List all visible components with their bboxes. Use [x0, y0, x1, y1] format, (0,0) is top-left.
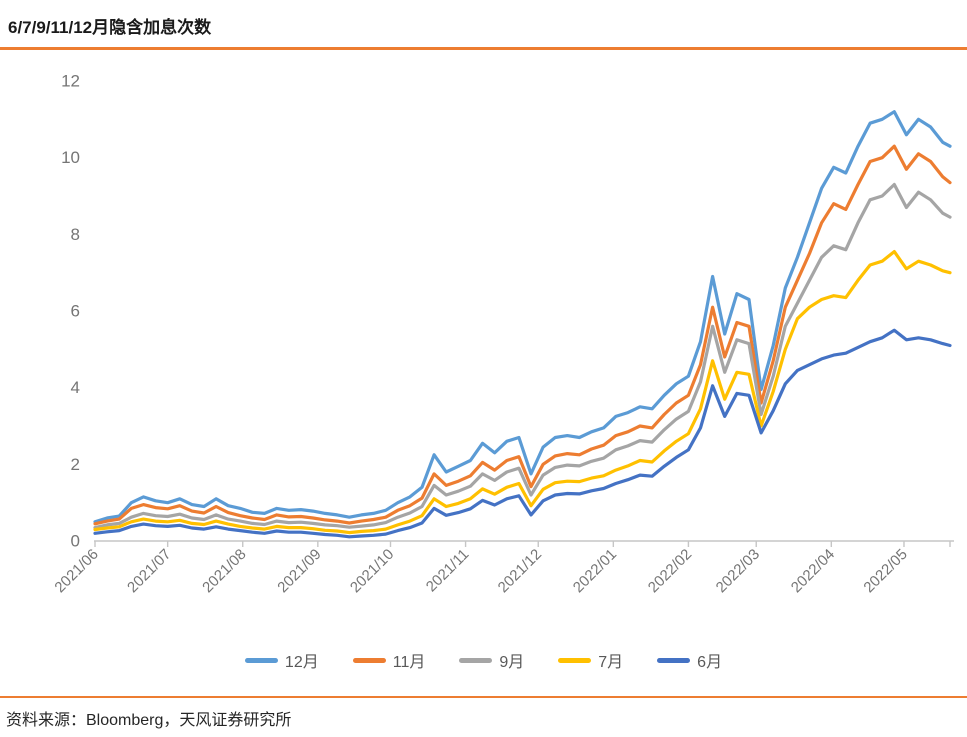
x-tick-label: 2021/12 [495, 546, 545, 596]
legend-swatch-sep [459, 657, 493, 663]
legend-item-dec: 12月 [244, 648, 319, 672]
series-line-7月 [93, 250, 952, 535]
legend-swatch-jul [558, 657, 592, 663]
title-divider [0, 47, 967, 50]
x-tick-label: 2021/10 [347, 546, 397, 596]
x-tick-label: 2022/04 [788, 546, 838, 596]
y-tick-label: 8 [71, 225, 80, 244]
chart-legend: 12月 11月 9月 7月 6月 [0, 640, 967, 680]
y-tick-label: 2 [71, 455, 80, 474]
legend-item-sep: 9月 [459, 648, 524, 672]
y-tick-label: 4 [71, 378, 80, 397]
series-line-12月 [93, 110, 952, 524]
series-line-9月 [93, 182, 952, 530]
x-tick-label: 2022/01 [570, 546, 620, 596]
source-text: 资料来源：Bloomberg，天风证券研究所 [6, 712, 292, 729]
chart-area: 0 2 4 6 8 10 12 2021/06 2021/07 2021/08 2021/09 202… [0, 50, 967, 640]
y-tick-label: 0 [71, 532, 80, 551]
x-tick-label: 2022/03 [713, 546, 763, 596]
legend-label-nov: 11月 [392, 654, 426, 671]
x-tick-label: 2021/07 [124, 546, 174, 596]
y-tick-label: 10 [61, 148, 80, 167]
source-footer: 资料来源：Bloomberg，天风证券研究所 [0, 696, 967, 737]
y-tick-label: 6 [71, 302, 80, 321]
legend-label-jul: 7月 [598, 654, 624, 671]
x-tick-label: 2021/08 [199, 546, 249, 596]
chart-title: 6/7/9/11/12月隐含加息次数 [8, 18, 212, 37]
legend-label-dec: 12月 [284, 654, 319, 671]
legend-label-jun: 6月 [697, 654, 723, 671]
legend-swatch-nov [352, 657, 386, 663]
line-chart-svg: 0 2 4 6 8 10 12 2021/06 2021/07 2021/08 2021/09 202… [51, 72, 954, 596]
y-tick-label: 12 [61, 72, 80, 91]
legend-item-nov: 11月 [352, 648, 426, 672]
x-tick-label: 2022/05 [860, 546, 910, 596]
x-tick-label: 2021/11 [423, 546, 473, 596]
x-tick-label: 2021/06 [51, 546, 101, 596]
legend-item-jul: 7月 [558, 648, 623, 672]
x-tick-label: 2021/09 [274, 546, 324, 596]
series-line-6月 [93, 328, 952, 539]
series-line-11月 [93, 144, 952, 526]
legend-label-sep: 9月 [499, 654, 525, 671]
x-tick-label: 2022/02 [645, 546, 695, 596]
legend-swatch-jun [657, 657, 691, 663]
legend-swatch-dec [244, 657, 278, 663]
legend-item-jun: 6月 [657, 648, 722, 672]
